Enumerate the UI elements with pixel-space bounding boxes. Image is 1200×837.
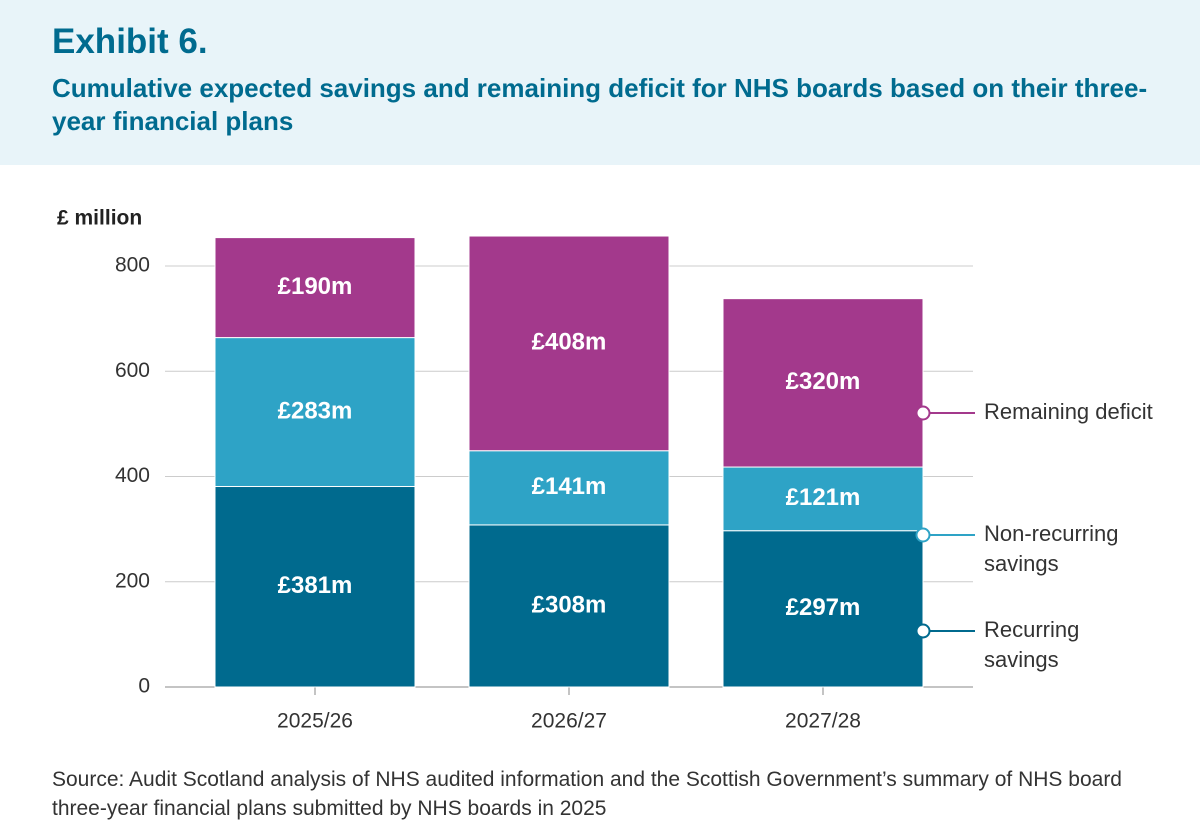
chart-title: Exhibit 6. [52, 22, 208, 61]
legend-marker [915, 405, 931, 421]
y-tick-label: 800 [115, 254, 150, 277]
x-tick-label: 2025/26 [277, 710, 353, 733]
x-tick-label: 2026/27 [531, 710, 607, 733]
bar-segment [722, 530, 924, 688]
x-tick-label: 2027/28 [785, 710, 861, 733]
data-label: £297m [786, 594, 861, 621]
legend-marker [915, 527, 931, 543]
y-tick-label: 400 [115, 464, 150, 487]
bar-segment [722, 298, 924, 468]
source-note: Source: Audit Scotland analysis of NHS a… [52, 768, 1122, 820]
bar-segment [214, 486, 416, 688]
data-label: £283m [278, 397, 353, 424]
bar-segment [214, 237, 416, 339]
y-tick-label: 600 [115, 359, 150, 382]
bar-segment [722, 466, 924, 532]
data-label: £190m [278, 273, 353, 300]
data-label: £320m [786, 368, 861, 395]
y-tick-label: 0 [138, 675, 150, 698]
data-label: £381m [278, 572, 353, 599]
data-label: £308m [532, 591, 607, 618]
legend-label: Remaining deficit [984, 399, 1153, 424]
bar-segment [214, 337, 416, 488]
legend-label: Non-recurring savings [984, 521, 1119, 576]
bar-segment [468, 235, 670, 452]
data-label: £408m [532, 329, 607, 356]
legend-label: Recurring savings [984, 617, 1080, 672]
bar-segment [468, 450, 670, 526]
header-band [0, 0, 1200, 165]
y-tick-label: 200 [115, 569, 150, 592]
data-label: £121m [786, 484, 861, 511]
legend-marker [915, 623, 931, 639]
bar-segment [468, 524, 670, 688]
data-label: £141m [532, 473, 607, 500]
y-axis-label: £ million [57, 207, 142, 230]
chart-subtitle: Cumulative expected savings and remainin… [52, 73, 1148, 136]
